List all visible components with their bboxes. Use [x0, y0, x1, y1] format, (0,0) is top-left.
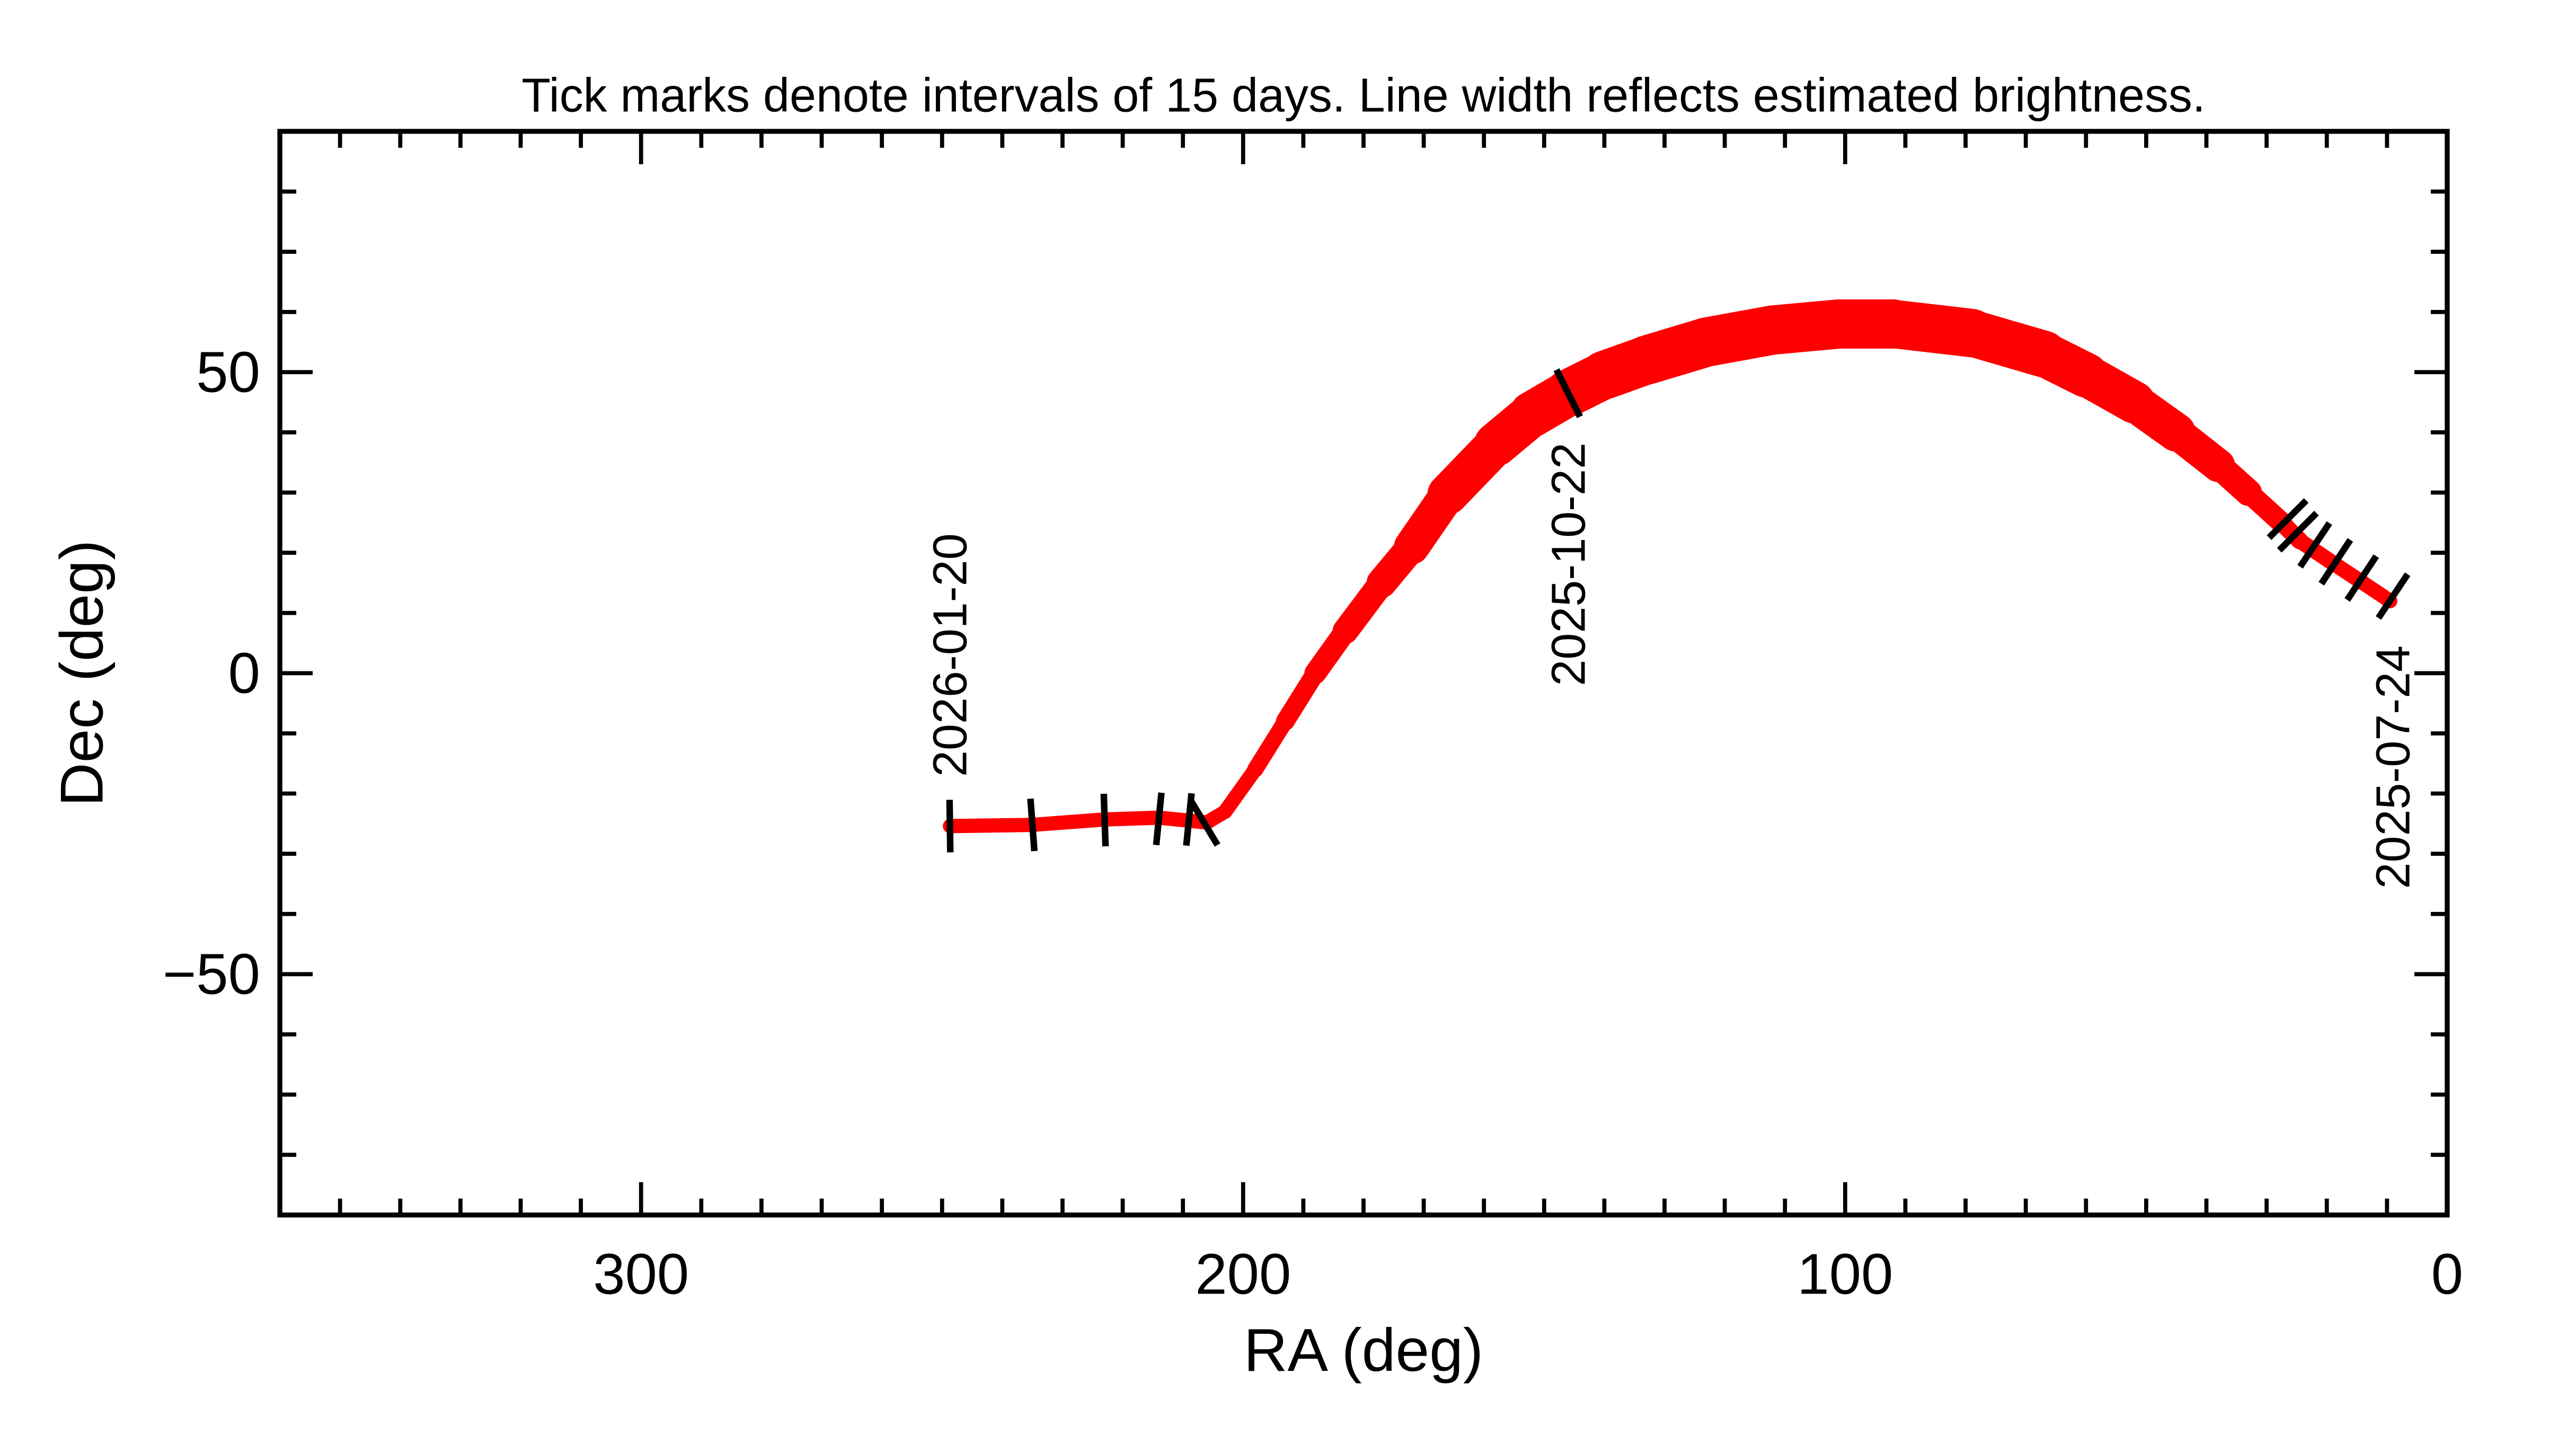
- x-tick-label: 200: [1195, 1242, 1291, 1306]
- x-tick-label: 0: [2431, 1242, 2463, 1306]
- interval-marks: [946, 368, 2411, 853]
- trajectory-segment: [1276, 663, 1325, 731]
- interval-tick-mark: [2318, 538, 2353, 586]
- interval-tick-mark: [2297, 521, 2332, 569]
- trajectory: [943, 299, 2397, 834]
- date-labels: 2025-07-24 2025-10-22 2026-01-20: [924, 442, 2420, 889]
- y-axis-label: Dec (deg): [48, 540, 116, 807]
- interval-tick-mark: [1553, 368, 1583, 419]
- interval-tick-mark: [1188, 798, 1220, 847]
- trajectory-segment: [1247, 713, 1294, 778]
- interval-tick-mark: [1183, 793, 1195, 846]
- y-tick-label: 50: [196, 340, 260, 404]
- interval-tick-mark: [2344, 554, 2379, 602]
- interval-tick-mark: [1027, 798, 1038, 852]
- interval-tick-mark: [2267, 498, 2309, 540]
- plot-frame: [277, 129, 2450, 1218]
- interval-tick-mark: [2376, 572, 2411, 620]
- trajectory-segment: [1217, 762, 1263, 819]
- interval-tick-mark: [1153, 792, 1165, 846]
- date-label: 2025-07-24: [2367, 645, 2420, 889]
- date-label: 2025-10-22: [1542, 442, 1595, 686]
- interval-tick-mark: [1100, 793, 1109, 847]
- y-tick-label: −50: [163, 942, 260, 1006]
- chart-title: Tick marks denote intervals of 15 days. …: [521, 69, 2206, 122]
- date-label: 2026-01-20: [924, 533, 977, 777]
- x-axis-label: RA (deg): [1244, 1316, 1483, 1384]
- trajectory-segment: [1025, 812, 1112, 832]
- axes: 300 200 100 0 50 0 −50: [163, 129, 2463, 1306]
- y-tick-label: 0: [228, 641, 260, 705]
- interval-tick-mark: [2277, 510, 2319, 553]
- trajectory-segment: [943, 818, 1040, 834]
- trajectory-segment: [1152, 810, 1215, 830]
- trajectory-segment: [1097, 810, 1166, 827]
- x-tick-label: 300: [593, 1242, 689, 1306]
- x-tick-label: 100: [1797, 1242, 1893, 1306]
